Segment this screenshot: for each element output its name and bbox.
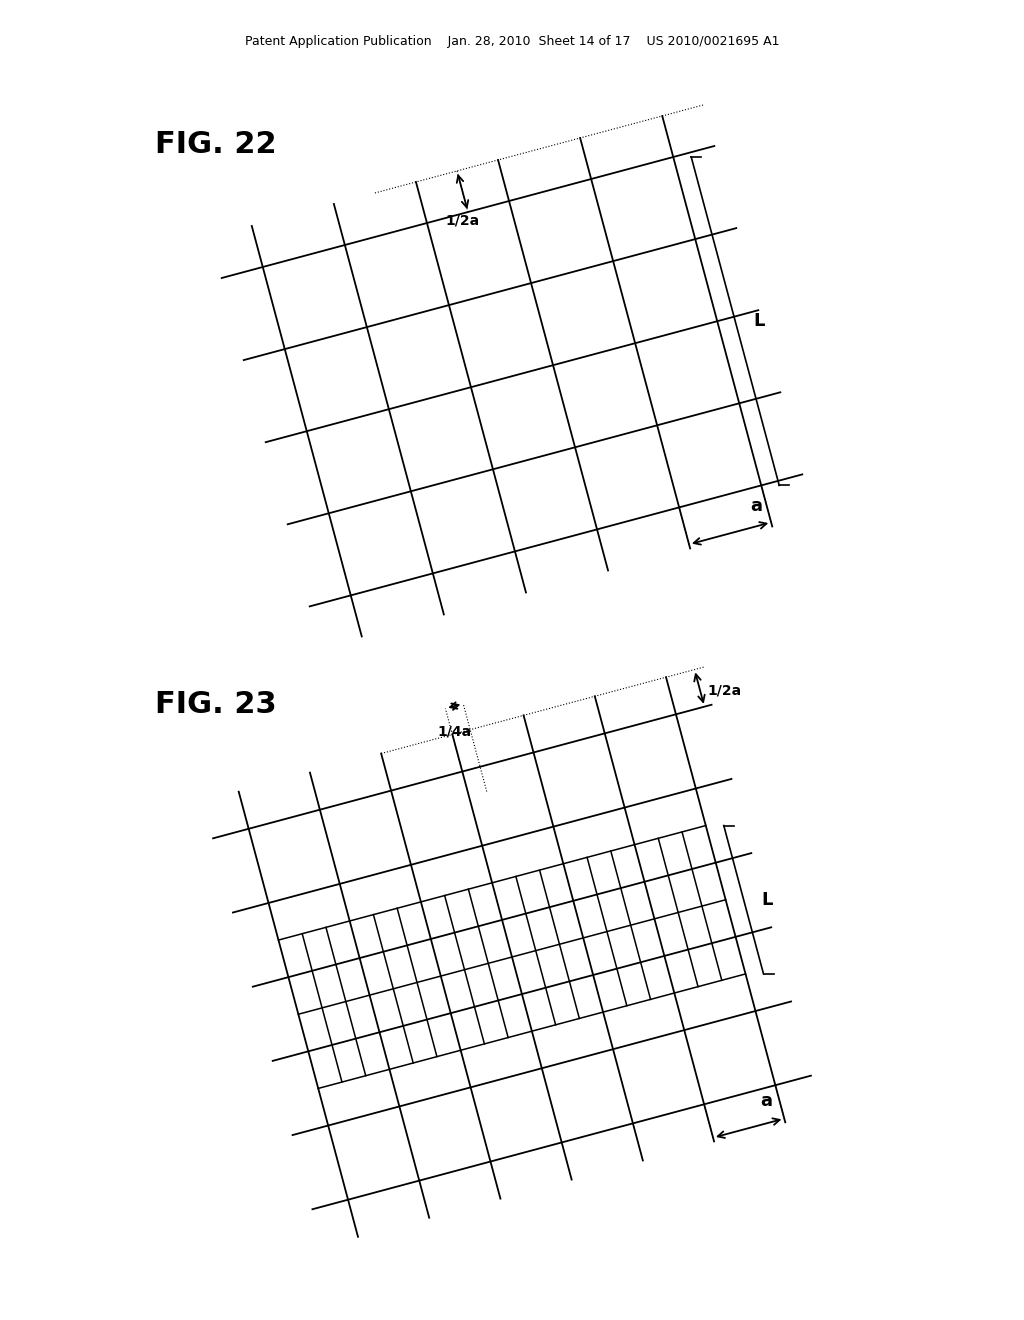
- Text: L: L: [762, 891, 773, 908]
- Text: a: a: [761, 1092, 773, 1110]
- Text: a: a: [751, 498, 762, 515]
- Text: Patent Application Publication    Jan. 28, 2010  Sheet 14 of 17    US 2010/00216: Patent Application Publication Jan. 28, …: [245, 36, 779, 49]
- Text: FIG. 22: FIG. 22: [155, 129, 276, 158]
- Text: 1/2a: 1/2a: [708, 684, 741, 697]
- Text: FIG. 23: FIG. 23: [155, 690, 276, 719]
- Text: 1/4a: 1/4a: [437, 725, 471, 738]
- Text: 1/2a: 1/2a: [445, 214, 479, 227]
- Text: L: L: [754, 313, 765, 330]
